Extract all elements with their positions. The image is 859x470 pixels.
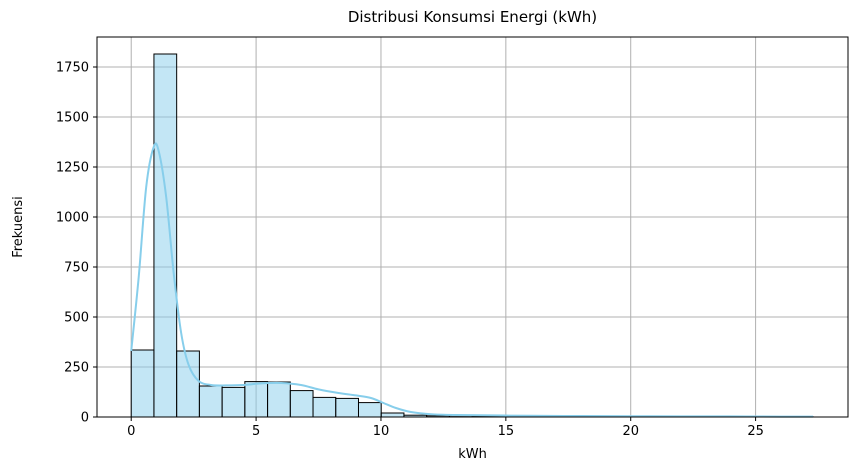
kde-curve (130, 142, 814, 418)
x-tick-label: 10 (373, 424, 390, 439)
grid-layer (97, 37, 848, 418)
y-tick-label: 500 (64, 311, 89, 326)
histogram-bar (289, 390, 314, 418)
histogram-bar (198, 385, 223, 418)
x-tick-label: 0 (127, 424, 135, 439)
x-tick-label: 25 (747, 424, 764, 439)
y-axis-title: Frekuensi (11, 196, 26, 258)
y-tick-label: 1250 (56, 161, 89, 176)
y-tick-label: 750 (64, 261, 89, 276)
histogram-bar (380, 412, 405, 418)
x-axis: 0 5 10 15 20 25 (127, 417, 764, 439)
histogram-bar (335, 397, 359, 418)
bars-layer (130, 53, 814, 418)
y-tick-label: 250 (64, 361, 89, 376)
chart-title: Distribusi Konsumsi Energi (kWh) (348, 8, 597, 26)
y-tick-label: 1500 (56, 111, 89, 126)
y-tick-label: 1000 (56, 211, 89, 226)
histogram-bar (312, 396, 337, 418)
y-axis: 0 250 500 750 1000 1250 1500 1750 (56, 61, 97, 426)
histogram-bar (357, 402, 382, 418)
histogram-bar (130, 349, 155, 418)
x-tick-label: 5 (252, 424, 260, 439)
kde-layer (130, 142, 814, 418)
histogram-bar (267, 381, 291, 418)
histogram-bar (244, 381, 269, 418)
x-tick-label: 20 (622, 424, 639, 439)
y-tick-label: 1750 (56, 61, 89, 76)
y-tick-label: 0 (81, 411, 89, 426)
histogram-bar (153, 53, 178, 418)
histogram-bar (221, 386, 246, 418)
x-tick-label: 15 (498, 424, 515, 439)
plot-frame (96, 36, 849, 418)
x-axis-title: kWh (458, 447, 487, 462)
